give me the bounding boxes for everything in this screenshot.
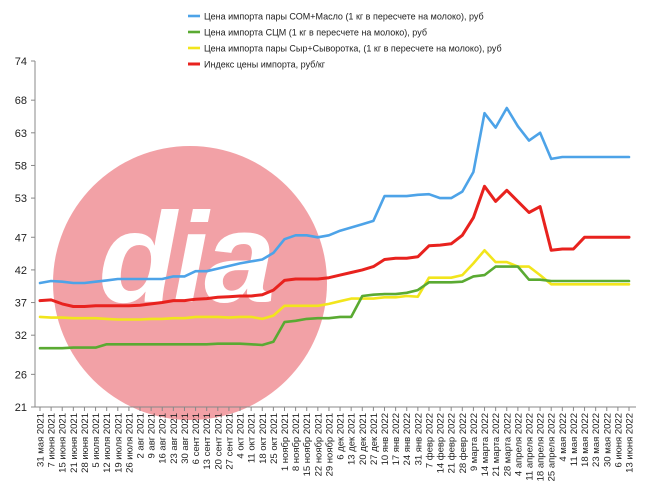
x-tick-label: 1 ноябр 2021 <box>280 413 291 471</box>
x-tick-label: 13 июня 2022 <box>625 413 636 473</box>
x-tick-label: 25 окт 2021 <box>269 413 280 464</box>
y-tick-label: 37 <box>15 298 27 310</box>
y-tick-label: 68 <box>15 95 27 107</box>
x-tick-label: 18 окт 2021 <box>258 413 269 464</box>
x-tick-label: 10 янв 2022 <box>380 413 391 465</box>
watermark-circle <box>53 146 327 420</box>
x-tick-label: 20 дек 2021 <box>358 413 369 465</box>
x-tick-label: 31 мая 2021 <box>36 413 47 467</box>
x-tick-label: 24 янв 2022 <box>402 413 413 465</box>
x-tick-label: 27 сент 2021 <box>224 413 235 470</box>
x-tick-label: 26 июля 2021 <box>124 413 135 473</box>
x-tick-label: 11 окт 2021 <box>247 413 258 463</box>
x-tick-label: 13 сент 2021 <box>202 413 213 470</box>
axes: 21 26 32 37 42 47 53 58 63 68 74 31 мая 2021 7 июня … <box>15 56 636 481</box>
x-tick-label: 18 мая 2022 <box>580 413 591 467</box>
x-tick-label: 23 авг 2021 <box>169 413 180 464</box>
x-tick-label: 7 февр 2022 <box>424 413 435 468</box>
legend-label-1: Цена импорта СЦМ (1 кг в пересчете на мо… <box>204 28 427 38</box>
x-tick-label: 17 янв 2022 <box>391 413 402 465</box>
legend-label-0: Цена импорта пары СОМ+Масло (1 кг в пере… <box>204 12 484 22</box>
x-tick-label: 5 июля 2021 <box>91 413 102 468</box>
series-line-3 <box>38 184 631 308</box>
series-line-2 <box>38 249 631 321</box>
y-tick-label: 32 <box>15 330 27 342</box>
x-tick-label: 28 марта 2022 <box>502 413 513 476</box>
x-tick-label: 15 июня 2021 <box>58 413 69 473</box>
x-tick-label: 13 дек 2021 <box>347 413 358 465</box>
x-tick-label: 12 июля 2021 <box>102 413 113 473</box>
x-tick-label: 28 июня 2021 <box>80 413 91 473</box>
x-tick-label: 11 мая 2022 <box>569 413 580 466</box>
x-tick-label: 15 ноябр 2021 <box>302 413 313 476</box>
x-tick-label: 9 марта 2022 <box>469 413 480 471</box>
x-tick-label: 18 апреля 2022 <box>536 413 547 481</box>
x-tick-label: 4 мая 2022 <box>558 413 569 462</box>
x-tick-label: 16 авг 2021 <box>158 413 169 464</box>
y-tick-label: 63 <box>15 128 27 140</box>
x-tick-label: 4 окт 2021 <box>236 413 247 459</box>
x-tick-label: 20 сент 2021 <box>213 413 224 470</box>
series-line-1 <box>38 265 631 350</box>
y-tick-label: 21 <box>15 402 27 414</box>
x-tick-label: 30 авг 2021 <box>180 413 191 464</box>
legend-label-3: Индекс цены импорта, руб/кг <box>204 60 326 70</box>
x-tick-label: 4 апреля 2022 <box>513 413 524 476</box>
legend: Цена импорта пары СОМ+Масло (1 кг в пере… <box>188 12 502 70</box>
y-tick-label: 53 <box>15 193 27 205</box>
x-tick-label: 8 ноябр 2021 <box>291 413 302 471</box>
legend-label-2: Цена импорта пары Сыр+Сыворотка, (1 кг в… <box>204 44 502 54</box>
x-tick-label: 21 июня 2021 <box>69 413 80 473</box>
x-tick-label: 31 янв 2022 <box>413 413 424 465</box>
x-tick-label: 25 апреля 2022 <box>547 413 558 481</box>
x-tick-label: 6 июня 2022 <box>613 413 624 468</box>
x-tick-label: 2 авг 2021 <box>136 413 147 459</box>
x-tick-label: 23 мая 2022 <box>591 413 602 467</box>
y-tick-label: 47 <box>15 232 27 244</box>
x-tick-label: 11 апреля 2022 <box>524 413 535 481</box>
watermark-logo: dia <box>53 146 327 420</box>
x-tick-label: 21 марта 2022 <box>491 413 502 476</box>
x-tick-label: 14 февр 2022 <box>436 413 447 473</box>
x-tick-label: 19 июля 2021 <box>113 413 124 473</box>
x-tick-label: 7 июня 2021 <box>47 413 58 468</box>
y-tick-label: 42 <box>15 265 27 277</box>
x-tick-label: 14 марта 2022 <box>480 413 491 476</box>
x-tick-label: 27 дек 2021 <box>369 413 380 465</box>
series-line-0 <box>38 106 631 285</box>
y-tick-label: 74 <box>15 56 27 68</box>
watermark-text: dia <box>99 187 273 330</box>
x-tick-label: 9 авг 2021 <box>147 413 158 459</box>
y-tick-label: 26 <box>15 369 27 381</box>
x-tick-label: 6 сент 2021 <box>191 413 202 464</box>
series-layer <box>38 106 631 350</box>
x-tick-label: 28 февр 2022 <box>458 413 469 473</box>
x-tick-label: 22 ноябр 2021 <box>313 413 324 476</box>
x-tick-label: 30 мая 2022 <box>602 413 613 467</box>
x-tick-label: 21 февр 2022 <box>447 413 458 473</box>
x-tick-label: 6 дек 2021 <box>336 413 347 460</box>
y-tick-label: 58 <box>15 160 27 172</box>
x-tick-label: 29 ноябр 2021 <box>324 413 335 476</box>
